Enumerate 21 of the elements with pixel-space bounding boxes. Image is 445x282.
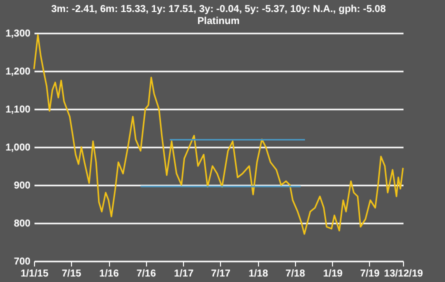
x-tick-label: 7/18 — [286, 268, 306, 280]
y-tick-label: 800 — [14, 218, 31, 230]
x-tick-label: 7/17 — [211, 268, 231, 280]
y-tick-label: 1,100 — [5, 104, 31, 116]
x-tick-label: 1/18 — [248, 268, 268, 280]
x-tick-label: 1/16 — [99, 268, 120, 280]
y-tick-label: 1,300 — [5, 28, 31, 40]
x-tick-label: 7/19 — [360, 268, 380, 280]
chart-subtitle: Platinum — [197, 16, 240, 27]
x-tick-label: 7/15 — [62, 268, 82, 280]
x-tick-label: 1/1/15 — [20, 268, 49, 280]
y-tick-label: 700 — [14, 256, 31, 268]
chart-title: 3m: -2.41, 6m: 15.33, 1y: 17.51, 3y: -0.04, 5y: -5.37, 10y: N.A., gph: -5.08 — [51, 4, 386, 15]
y-tick-label: 900 — [14, 180, 31, 192]
x-tick-label: 1/17 — [174, 268, 194, 280]
x-tick-label: 7/16 — [136, 268, 156, 280]
x-tick-label: 13/12/19 — [384, 268, 424, 280]
x-tick-label: 1/19 — [323, 268, 344, 280]
y-tick-label: 1,200 — [5, 66, 31, 78]
line-series — [33, 34, 404, 235]
y-tick-label: 1,000 — [5, 142, 31, 154]
